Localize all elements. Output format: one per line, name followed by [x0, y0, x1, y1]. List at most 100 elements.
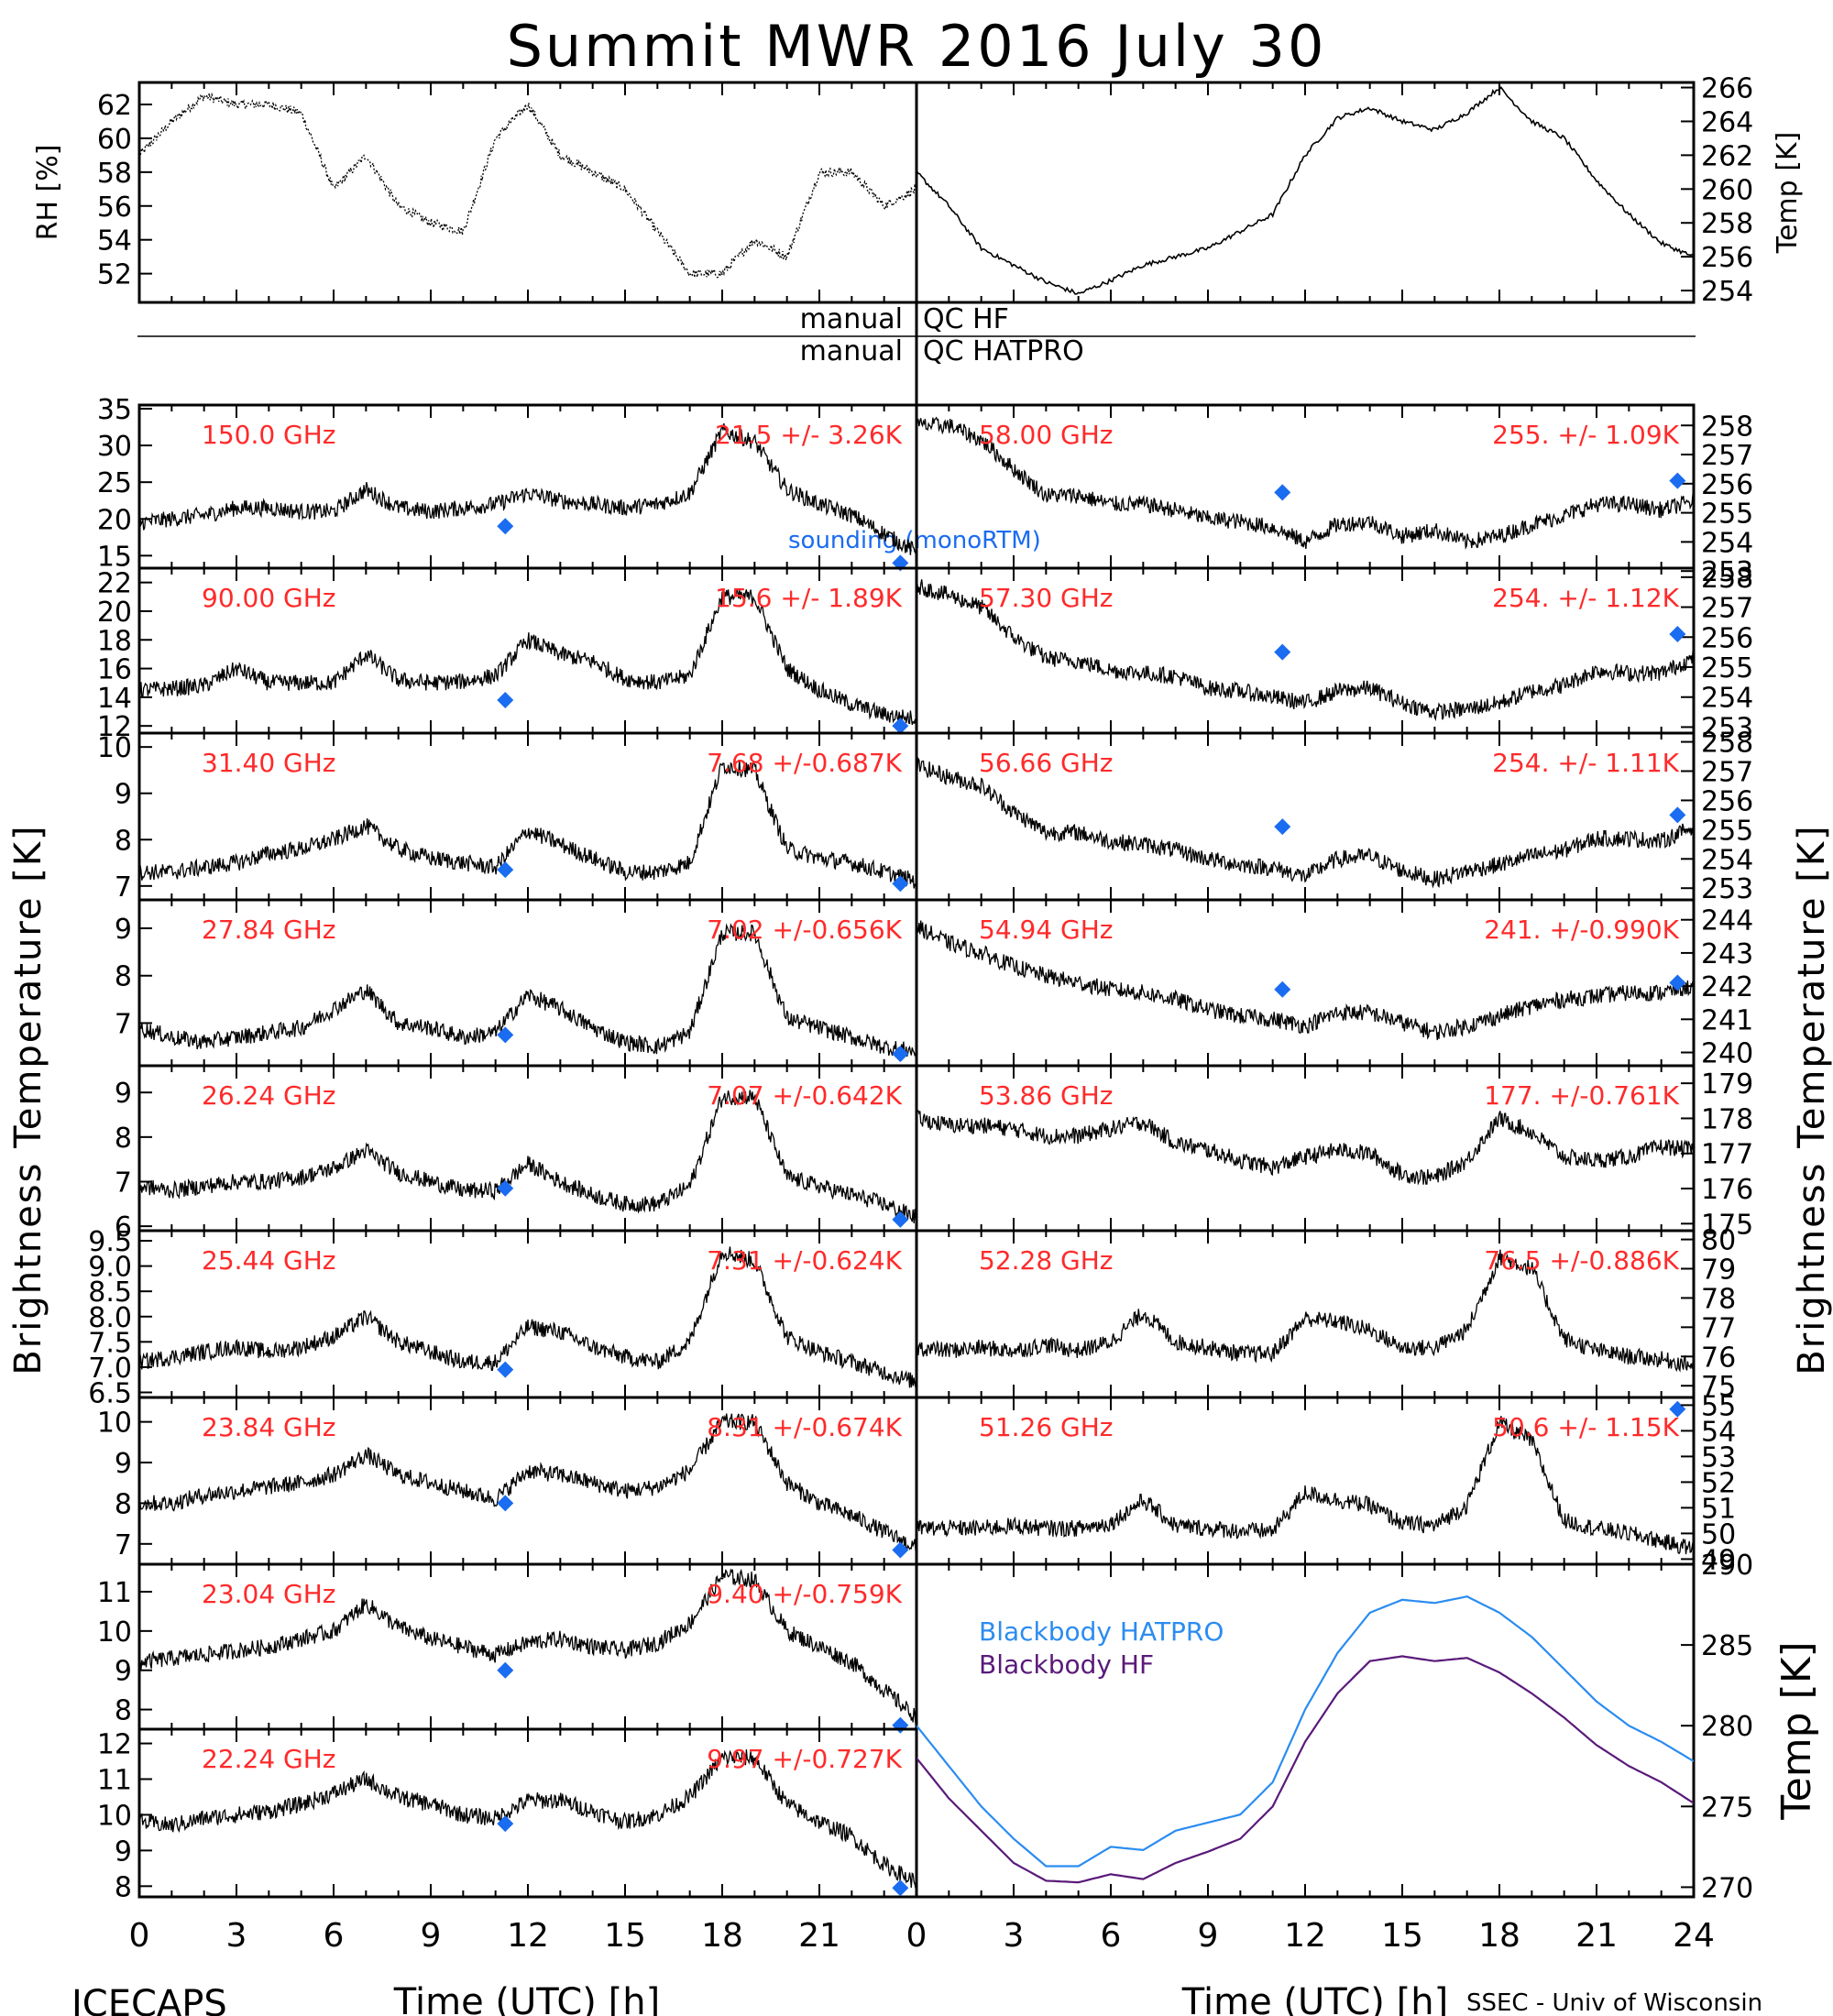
channel-label: 53.86 GHz [979, 1080, 1114, 1111]
panel-data [916, 416, 1694, 550]
sounding-marker [892, 1716, 909, 1734]
channel-stats: 241. +/-0.990K [1484, 915, 1679, 945]
y-tick-label: 76 [1701, 1342, 1736, 1374]
trace-line [139, 1568, 916, 1727]
channel-stats: 255. +/- 1.09K [1492, 420, 1679, 450]
y-tick-label: 255 [1701, 652, 1753, 685]
y-tick-label: 79 [1701, 1255, 1736, 1287]
channel-label: 150.0 GHz [202, 420, 336, 450]
y-tick-label: 243 [1701, 938, 1753, 970]
panel-data [139, 1413, 916, 1552]
x-tick-label: 6 [324, 1917, 345, 1955]
x-tick-label: 12 [1284, 1917, 1326, 1955]
channel-stats: 8.31 +/-0.674K [707, 1412, 902, 1442]
y-tick-label: 6.5 [88, 1377, 132, 1409]
trace-line [139, 760, 916, 889]
y-tick-label: 9 [115, 779, 132, 811]
y-tick-label: 18 [97, 625, 132, 657]
trace-line [139, 1749, 916, 1890]
sounding-marker [497, 1495, 514, 1512]
y-tick-label: 7 [115, 871, 132, 904]
qc-hatpro-manual-label: manual [800, 335, 903, 367]
trace-line [916, 416, 1694, 550]
y-tick-label: 260 [1701, 174, 1753, 206]
sounding-marker [892, 718, 909, 735]
y-tick-label: 7.5 [88, 1327, 132, 1359]
sounding-marker [1669, 472, 1686, 489]
channel-label: 54.94 GHz [979, 915, 1114, 945]
y-tick-label: 10 [97, 1408, 132, 1440]
sounding-marker [497, 692, 514, 708]
y-tick-label: 35 [97, 394, 132, 426]
panel-y-label: RH [%] [32, 145, 64, 241]
panel-frame [915, 81, 1696, 304]
y-tick-label: 9.0 [88, 1252, 132, 1284]
sounding-marker [497, 1179, 514, 1197]
y-tick-label: 175 [1701, 1209, 1753, 1241]
panel-data [916, 1595, 1694, 1884]
channel-label: 25.44 GHz [202, 1245, 336, 1276]
y-tick-label: 10 [97, 732, 132, 764]
y-tick-label: 8 [115, 825, 132, 857]
sounding-marker [892, 1211, 909, 1228]
y-tick-label: 55 [1701, 1390, 1736, 1422]
y-tick-label: 176 [1701, 1174, 1753, 1206]
series-line [916, 1595, 1694, 1868]
channel-stats: 15.6 +/- 1.89K [715, 583, 902, 613]
y-tick-label: 8 [115, 1871, 132, 1903]
y-tick-label: 266 [1701, 73, 1753, 105]
y-tick-label: 53 [1701, 1441, 1736, 1474]
x-tick-label: 15 [1381, 1917, 1423, 1955]
panel-data [139, 760, 916, 889]
footer-icecaps: ICECAPS [71, 1983, 227, 2016]
y-tick-label: 255 [1701, 815, 1753, 847]
y-tick-label: 8 [115, 961, 132, 993]
channel-stats: 254. +/- 1.11K [1492, 748, 1679, 778]
y-tick-label: 80 [1701, 1225, 1736, 1257]
sounding-marker [1669, 974, 1686, 992]
channel-label: 23.04 GHz [202, 1579, 336, 1609]
x-tick-label: 3 [226, 1917, 247, 1955]
y-tick-label: 52 [97, 259, 132, 291]
panel-data [139, 588, 916, 726]
channel-label: 22.24 GHz [202, 1744, 336, 1774]
trace-line [916, 1109, 1694, 1186]
y-tick-label: 77 [1701, 1312, 1736, 1344]
channel-stats: 76.5 +/-0.886K [1484, 1245, 1679, 1276]
y-tick-label: 240 [1701, 1038, 1753, 1070]
y-tick-label: 7 [115, 1008, 132, 1040]
sounding-marker [892, 1541, 909, 1559]
qc-hf-manual-label: manual [800, 303, 903, 335]
sounding-marker [892, 875, 909, 893]
panel-data [139, 422, 916, 558]
y-tick-label: 78 [1701, 1283, 1736, 1315]
y-tick-label: 257 [1701, 593, 1753, 625]
y-tick-label: 10 [97, 1616, 132, 1649]
sounding-marker [497, 1361, 514, 1378]
y-tick-label: 58 [97, 158, 132, 190]
x-tick-label: 21 [1575, 1917, 1618, 1955]
y-tick-label: 290 [1701, 1550, 1753, 1582]
panel-ch2784: 7 8 9 27.84 GHz 7.02 +/-0.656K [115, 898, 918, 1068]
y-tick-label: 254 [1701, 683, 1753, 715]
y-tick-label: 280 [1701, 1711, 1753, 1743]
y-tick-label: 25 [97, 467, 132, 499]
trace-line [916, 85, 1694, 295]
y-tick-label: 20 [97, 504, 132, 536]
panel-data [916, 757, 1694, 889]
x-tick-label: 15 [604, 1917, 646, 1955]
panel-data [139, 1568, 916, 1727]
y-tick-label: 51 [1701, 1493, 1736, 1525]
y-tick-label: 52 [1701, 1467, 1736, 1499]
y-tick-label: 264 [1701, 106, 1753, 138]
panel-y-label: Temp [K] [1772, 132, 1804, 255]
channel-label: 56.66 GHz [979, 748, 1114, 778]
channel-label: 52.28 GHz [979, 1245, 1114, 1276]
y-tick-label: 270 [1701, 1872, 1753, 1904]
sounding-marker [1274, 981, 1291, 998]
